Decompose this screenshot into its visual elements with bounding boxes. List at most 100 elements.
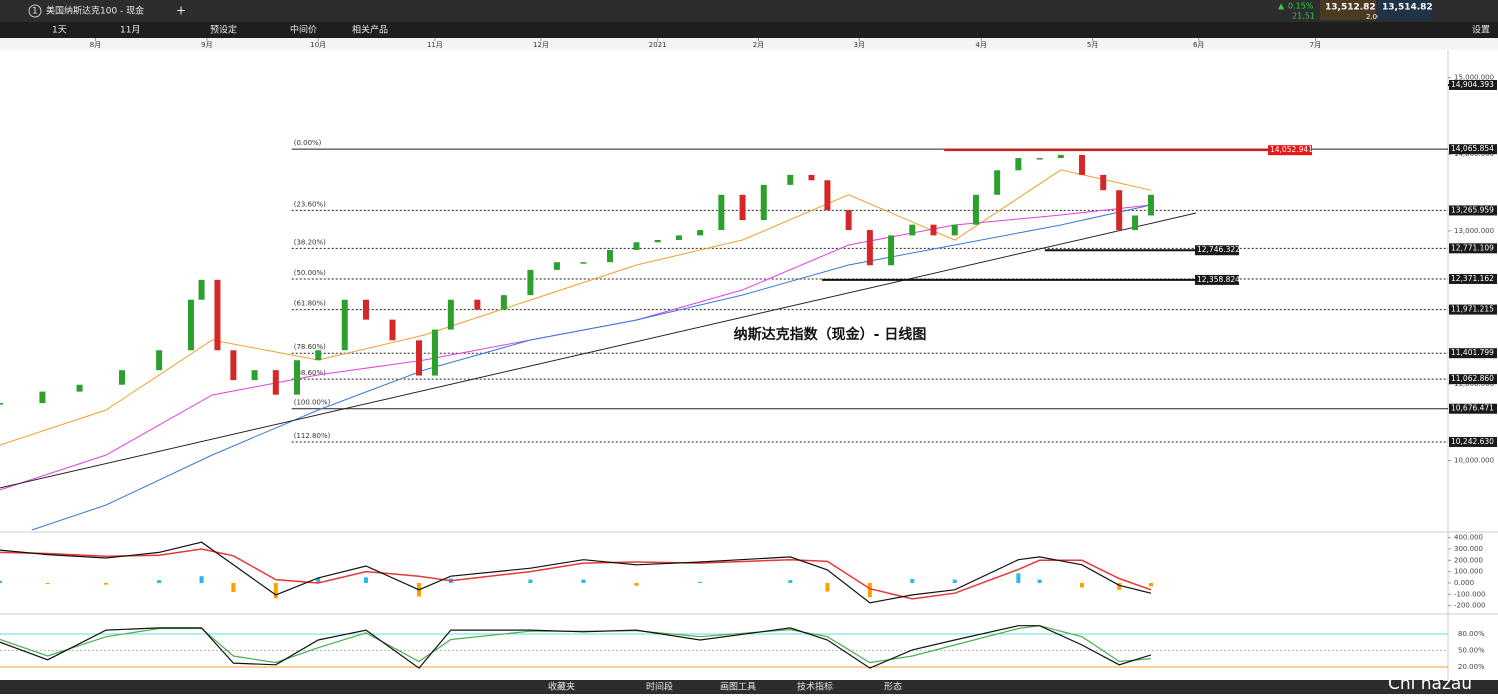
y-tick-label: 13,000.000 bbox=[1454, 227, 1494, 235]
overlay-line bbox=[31, 204, 1152, 531]
candle bbox=[0, 403, 3, 405]
range[interactable]: 11月 bbox=[120, 25, 140, 36]
macd-tick-label: -200.000 bbox=[1454, 602, 1485, 610]
stoch-tick-label: 20.00% bbox=[1458, 663, 1485, 671]
instrument-tab[interactable]: 美国纳斯达克100 - 现金 bbox=[46, 5, 144, 17]
candle bbox=[416, 340, 423, 376]
macd-histogram bbox=[316, 577, 321, 583]
sell-button[interactable] bbox=[1320, 0, 1376, 20]
fib-price-bg bbox=[1449, 304, 1497, 315]
candle bbox=[76, 384, 83, 392]
price-type[interactable]: 中间价 bbox=[290, 24, 317, 36]
fib-price: 12,371.162 bbox=[1451, 274, 1494, 283]
last-price-bg bbox=[1449, 79, 1497, 90]
fib-label: (50.00%) bbox=[294, 269, 326, 277]
candle bbox=[580, 262, 587, 264]
related[interactable]: 相关产品 bbox=[352, 24, 388, 36]
x-tick-label: 2021 bbox=[649, 41, 667, 49]
fib-price-bg bbox=[1449, 403, 1497, 414]
fib-label: (38.20%) bbox=[294, 238, 326, 246]
footer-item[interactable]: 形态 bbox=[884, 681, 902, 693]
fib-price-bg bbox=[1449, 205, 1497, 216]
fib-price: 11,062.860 bbox=[1451, 374, 1494, 383]
footer-item[interactable]: 收藏夹 bbox=[548, 681, 575, 693]
macd-histogram bbox=[157, 580, 162, 583]
macd-histogram bbox=[1037, 579, 1042, 583]
macd-histogram bbox=[199, 576, 204, 583]
candle bbox=[787, 174, 794, 185]
interval[interactable]: 1天 bbox=[52, 26, 67, 36]
fib-label: (112.80%) bbox=[294, 432, 331, 440]
candle bbox=[1036, 158, 1043, 160]
new-tab[interactable]: + bbox=[176, 4, 186, 18]
x-tick-label: 2月 bbox=[753, 41, 764, 49]
fib-label: (78.60%) bbox=[294, 343, 326, 351]
candle bbox=[251, 370, 258, 381]
last-price-mark bbox=[1448, 83, 1449, 86]
macd-histogram bbox=[581, 579, 586, 583]
candle bbox=[845, 210, 852, 231]
x-tick-label: 8月 bbox=[90, 41, 101, 49]
x-tick-label: 11月 bbox=[427, 41, 443, 49]
fib-price-bg bbox=[1449, 243, 1497, 254]
macd-tick-label: 100.000 bbox=[1454, 568, 1483, 576]
footer-item[interactable]: 画图工具 bbox=[720, 682, 756, 693]
macd-histogram bbox=[634, 582, 639, 586]
macd-histogram bbox=[788, 580, 793, 583]
change-pct: 0.15% bbox=[1288, 2, 1314, 11]
preset[interactable]: 预设定 bbox=[210, 24, 237, 36]
candle bbox=[431, 329, 438, 376]
settings[interactable]: 设置 bbox=[1472, 25, 1490, 36]
buy-button[interactable] bbox=[1378, 0, 1432, 20]
candle bbox=[909, 224, 916, 236]
candle bbox=[824, 180, 831, 211]
fib-label: (61.80%) bbox=[294, 300, 326, 308]
stoch-tick-label: 80.00% bbox=[1458, 630, 1485, 638]
fib-label: (0.00%) bbox=[294, 139, 322, 147]
candle bbox=[214, 279, 221, 351]
candle bbox=[272, 370, 279, 395]
tab-number: 1 bbox=[32, 7, 38, 17]
macd-histogram bbox=[1117, 582, 1122, 590]
candle bbox=[1147, 194, 1154, 216]
change-abs: 21.51 bbox=[1292, 12, 1315, 21]
candle bbox=[994, 170, 1001, 195]
candle bbox=[447, 299, 454, 330]
fib-label: (23.60%) bbox=[294, 200, 326, 208]
stoch-k bbox=[0, 625, 1152, 669]
overlay-line bbox=[0, 212, 1197, 489]
macd-tick-label: 400.000 bbox=[1454, 534, 1483, 542]
footer-item[interactable]: 技术指标 bbox=[797, 681, 833, 693]
up-arrow: ▲ bbox=[1278, 2, 1285, 11]
level-price-bg bbox=[1268, 145, 1312, 156]
candle bbox=[527, 269, 534, 296]
candle bbox=[951, 224, 958, 236]
x-tick-label: 9月 bbox=[201, 41, 212, 49]
candle bbox=[230, 350, 237, 381]
time-axis-bar bbox=[0, 38, 1498, 50]
candle bbox=[156, 350, 163, 371]
candle bbox=[362, 299, 369, 320]
fib-price: 12,771.109 bbox=[1451, 243, 1494, 252]
candle bbox=[341, 299, 348, 351]
stoch-tick-label: 50.00% bbox=[1458, 646, 1485, 654]
fib-price-bg bbox=[1449, 348, 1497, 359]
candle bbox=[1116, 190, 1123, 231]
x-tick-label: 3月 bbox=[854, 41, 865, 49]
macd-line bbox=[0, 541, 1152, 604]
x-tick-label: 12月 bbox=[533, 41, 549, 49]
fib-price: 14,065.854 bbox=[1451, 144, 1494, 153]
sell-price[interactable]: 13,512.82 bbox=[1325, 3, 1376, 13]
fib-price-bg bbox=[1449, 374, 1497, 385]
x-tick-label: 6月 bbox=[1193, 41, 1204, 49]
x-tick-label: 5月 bbox=[1087, 41, 1098, 49]
macd-histogram bbox=[45, 582, 50, 585]
fib-label: (100.00%) bbox=[294, 399, 331, 407]
fib-price: 10,676.471 bbox=[1451, 404, 1494, 413]
y-tick-label: 15,000.000 bbox=[1454, 74, 1494, 82]
footer-item[interactable]: 时间段 bbox=[646, 681, 673, 693]
buy-price[interactable]: 13,514.82 bbox=[1382, 3, 1433, 13]
overlay-line bbox=[0, 169, 1152, 446]
level-price: 14,052.941 bbox=[1270, 145, 1313, 154]
candle bbox=[718, 194, 725, 231]
